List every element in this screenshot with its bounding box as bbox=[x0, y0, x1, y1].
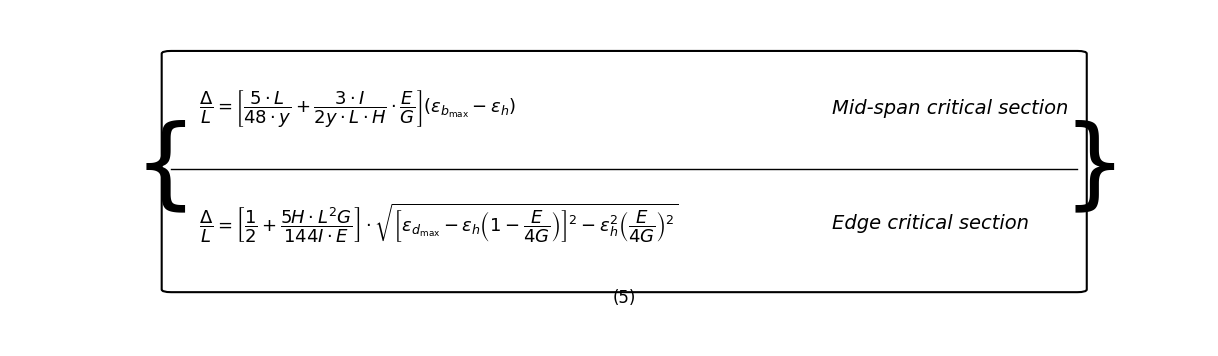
Text: $\dfrac{\Delta}{L} = \left[\dfrac{1}{2} + \dfrac{5H \cdot L^2 G}{144 I \cdot E}\: $\dfrac{\Delta}{L} = \left[\dfrac{1}{2} … bbox=[200, 202, 680, 245]
Text: (5): (5) bbox=[613, 289, 636, 307]
Text: $\}$: $\}$ bbox=[1062, 120, 1116, 217]
Text: $\dfrac{\Delta}{L} = \left[\dfrac{5 \cdot L}{48 \cdot y} + \dfrac{3 \cdot I}{2y : $\dfrac{\Delta}{L} = \left[\dfrac{5 \cdo… bbox=[200, 88, 516, 129]
FancyBboxPatch shape bbox=[162, 51, 1086, 292]
Text: $\{$: $\{$ bbox=[133, 120, 186, 217]
Text: Edge critical section: Edge critical section bbox=[832, 214, 1029, 233]
Text: Mid-span critical section: Mid-span critical section bbox=[832, 99, 1068, 118]
